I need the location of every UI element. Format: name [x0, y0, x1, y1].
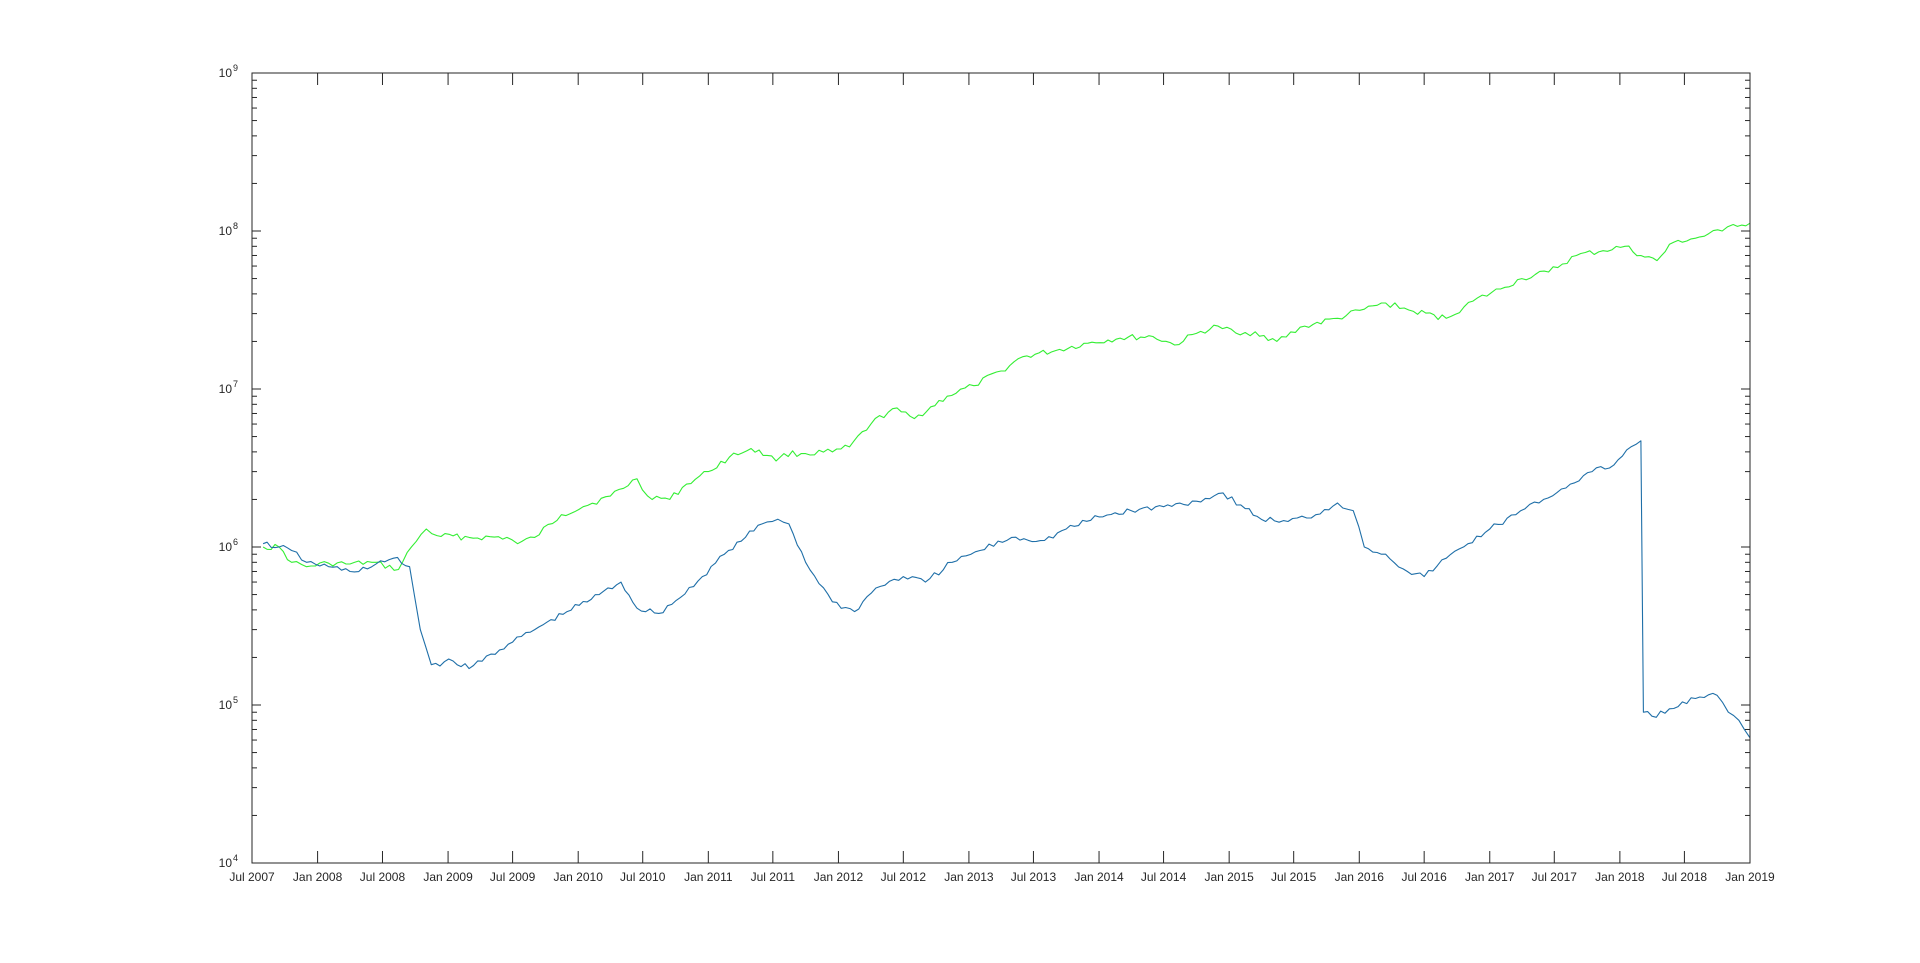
y-tick-exponent: 4	[233, 853, 238, 863]
y-tick-exponent: 5	[233, 695, 238, 705]
x-tick-label: Jul 2008	[360, 870, 406, 884]
x-tick-label: Jul 2016	[1401, 870, 1447, 884]
x-tick-label: Jan 2014	[1074, 870, 1124, 884]
y-tick-label: 10	[219, 856, 233, 870]
x-tick-label: Jul 2017	[1532, 870, 1578, 884]
y-tick-label: 10	[219, 698, 233, 712]
x-tick-label: Jan 2015	[1204, 870, 1254, 884]
x-tick-label: Jul 2007	[229, 870, 275, 884]
x-tick-label: Jan 2016	[1335, 870, 1385, 884]
series-layer	[262, 222, 1751, 739]
series-line-0	[262, 222, 1751, 571]
y-tick-exponent: 6	[233, 537, 238, 547]
x-tick-label: Jul 2012	[881, 870, 927, 884]
x-tick-label: Jan 2012	[814, 870, 864, 884]
x-tick-label: Jan 2011	[684, 870, 733, 884]
x-tick-label: Jan 2018	[1595, 870, 1645, 884]
y-tick-label: 10	[219, 66, 233, 80]
x-tick-label: Jul 2013	[1011, 870, 1057, 884]
x-tick-label: Jul 2009	[490, 870, 536, 884]
x-tick-label: Jan 2017	[1465, 870, 1515, 884]
plot-area-frame	[251, 72, 1751, 864]
series-line-1	[262, 440, 1751, 739]
y-tick-exponent: 8	[233, 221, 238, 231]
x-tick-label: Jan 2013	[944, 870, 994, 884]
y-tick-exponent: 7	[233, 379, 238, 389]
x-tick-label: Jul 2011	[751, 870, 796, 884]
y-tick-exponent: 9	[233, 63, 238, 73]
x-tick-label: Jul 2018	[1662, 870, 1708, 884]
x-axis: Jul 2007 Jan 2008 Jul 2008 Jan 2009 Jul 2009…	[229, 73, 1775, 884]
y-tick-label: 10	[219, 382, 233, 396]
x-tick-label: Jan 2009	[423, 870, 473, 884]
x-tick-label: Jul 2010	[620, 870, 666, 884]
x-tick-label: Jan 2019	[1725, 870, 1775, 884]
y-tick-label: 10	[219, 540, 233, 554]
x-tick-label: Jan 2010	[553, 870, 603, 884]
x-tick-label: Jul 2014	[1141, 870, 1187, 884]
x-tick-label: Jul 2015	[1271, 870, 1317, 884]
x-tick-label: Jan 2008	[293, 870, 343, 884]
y-tick-label: 10	[219, 224, 233, 238]
